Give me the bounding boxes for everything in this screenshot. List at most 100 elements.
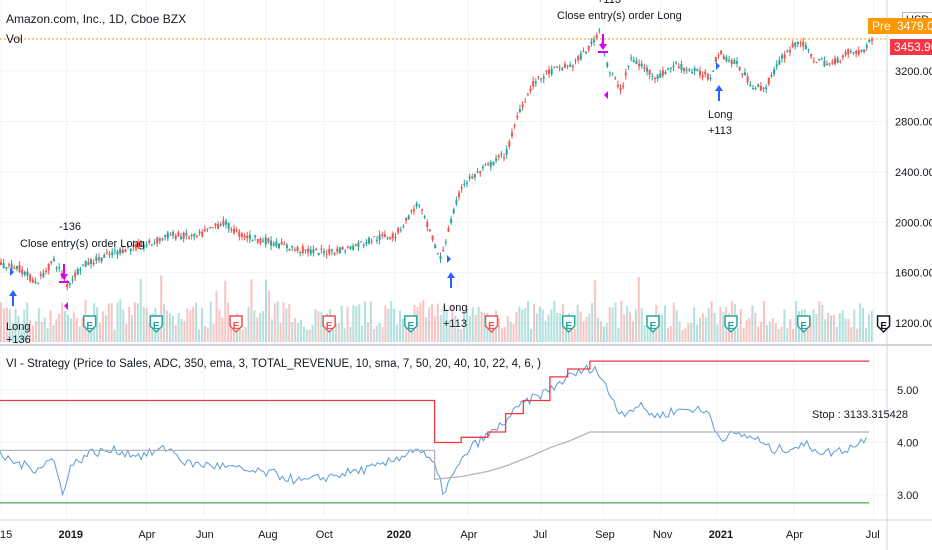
candle-body	[10, 263, 13, 270]
volume-bar	[113, 329, 116, 342]
volume-bar	[69, 318, 72, 342]
candle-body	[34, 281, 37, 283]
volume-bar	[401, 318, 404, 342]
volume-bar	[859, 303, 862, 342]
candle-body	[720, 50, 723, 55]
volume-bar	[232, 327, 235, 342]
candle-body	[513, 124, 516, 127]
volume-bar	[302, 326, 305, 342]
candle-body	[97, 257, 100, 260]
volume-bar	[410, 326, 413, 342]
candle-body	[781, 55, 784, 59]
volume-bar	[602, 326, 605, 342]
volume-bar	[867, 314, 870, 342]
earnings-marker-label: E	[650, 321, 657, 332]
candle-body	[831, 61, 834, 64]
volume-bar	[687, 323, 690, 342]
candle-body	[198, 231, 201, 234]
long-pnl-1: +136	[6, 334, 31, 346]
candle-body	[640, 63, 643, 67]
candle-body	[460, 187, 463, 189]
candle-body	[333, 252, 336, 255]
candle-body	[510, 132, 513, 137]
indicator-axis-label: 3.00	[897, 490, 918, 502]
candle-body	[428, 229, 431, 231]
volume-bar	[238, 327, 241, 342]
candle-body	[293, 249, 296, 251]
volume-bar	[830, 315, 833, 342]
volume-label: Vol	[6, 32, 23, 46]
candle-body	[328, 248, 331, 254]
candle-body	[169, 234, 172, 236]
candle-body	[362, 244, 365, 246]
earnings-marker-shape	[229, 315, 243, 334]
candle-body	[87, 262, 90, 265]
candle-body	[555, 66, 558, 68]
volume-bar	[643, 325, 646, 342]
candle-body	[275, 241, 278, 247]
candle-body	[394, 237, 397, 239]
volume-bar	[90, 325, 93, 342]
volume-bar	[489, 325, 492, 342]
long-pnl-3: +113	[708, 125, 732, 137]
candle-body	[656, 75, 659, 79]
volume-bar	[809, 317, 812, 342]
candle-body	[691, 72, 694, 74]
volume-bar	[544, 320, 547, 342]
candle-body	[113, 250, 116, 252]
volume-bar	[783, 309, 786, 342]
volume-bar	[521, 309, 524, 342]
candle-body	[243, 235, 246, 238]
candle-body	[661, 70, 664, 76]
candle-body	[566, 65, 569, 67]
close-order-pnl-top: +113	[597, 0, 621, 6]
candle-body	[630, 57, 633, 59]
candle-body	[156, 237, 159, 244]
candle-body	[722, 56, 725, 60]
candle-body	[45, 270, 48, 272]
volume-bar	[631, 321, 634, 342]
candle-body	[2, 263, 5, 268]
volume-bar	[824, 319, 827, 342]
earnings-marker: E	[149, 315, 163, 334]
volume-bar	[265, 279, 268, 342]
candle-body	[434, 244, 437, 249]
candle-body	[317, 252, 320, 256]
candle-body	[391, 233, 394, 239]
candle-body	[471, 176, 474, 179]
volume-bar	[250, 279, 253, 342]
price-axis-label: 1200.00	[895, 318, 932, 330]
volume-bar	[66, 314, 69, 342]
candle-body	[683, 68, 686, 72]
candle-body	[259, 238, 262, 244]
candle-body	[857, 50, 860, 55]
volume-bar	[774, 323, 777, 342]
volume-bar	[180, 319, 183, 342]
candle-body	[698, 70, 701, 76]
earnings-marker: E	[322, 315, 336, 334]
volume-bar	[189, 310, 192, 342]
candle-body	[203, 229, 206, 232]
volume-bar	[139, 279, 142, 342]
volume-bar	[256, 317, 259, 342]
volume-bar	[372, 329, 375, 342]
volume-bar	[760, 321, 763, 342]
pre-price: 3479.00	[897, 19, 932, 33]
candle-body	[593, 39, 596, 43]
candle-body	[105, 252, 108, 254]
candle-body	[436, 253, 439, 255]
volume-bar	[142, 307, 145, 342]
candle-body	[283, 244, 286, 246]
candle-body	[799, 42, 802, 44]
volume-bar	[500, 328, 503, 342]
candle-body	[595, 35, 598, 39]
candle-body	[606, 62, 609, 67]
candle-body	[524, 101, 527, 103]
volume-bar	[61, 302, 64, 342]
candle-body	[677, 66, 680, 69]
volume-bar	[550, 309, 553, 342]
volume-bar	[215, 291, 218, 342]
close-order-label-top: Close entry(s) order Long	[557, 10, 682, 22]
volume-bar	[553, 300, 556, 342]
earnings-marker: E	[876, 315, 891, 334]
